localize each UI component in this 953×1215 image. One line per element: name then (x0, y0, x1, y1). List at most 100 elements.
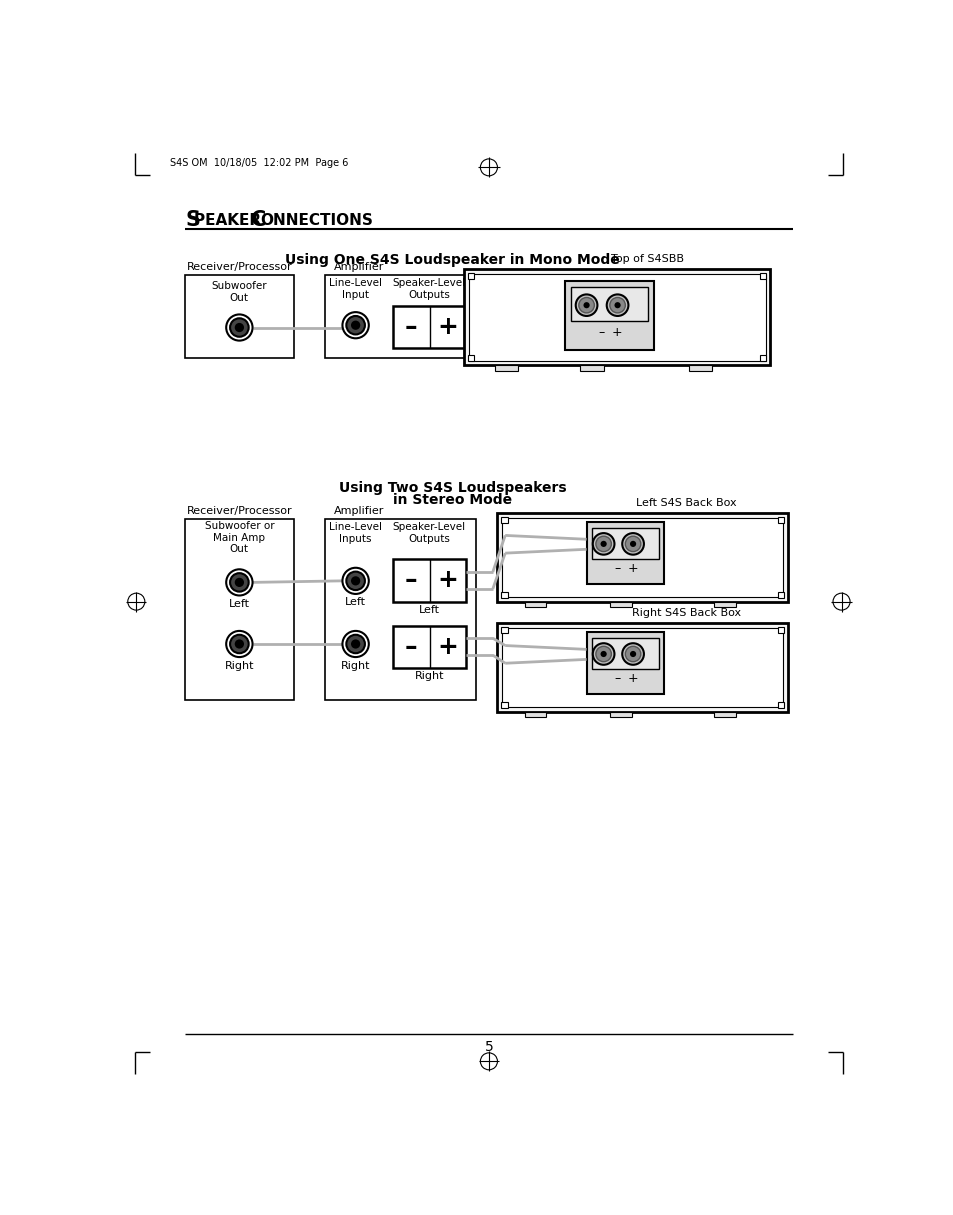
Bar (501, 518, 782, 597)
Bar (688, 366, 711, 372)
Circle shape (234, 639, 244, 649)
Text: –: – (404, 634, 417, 659)
Circle shape (480, 159, 497, 176)
Text: Amplifier: Amplifier (334, 505, 384, 516)
Text: Left: Left (229, 599, 250, 609)
Bar (185, 519, 294, 700)
Text: Left: Left (418, 605, 439, 615)
Circle shape (599, 541, 606, 547)
Text: Receiver/Processor: Receiver/Processor (187, 261, 292, 272)
Circle shape (624, 536, 640, 552)
Circle shape (609, 298, 624, 313)
Circle shape (234, 578, 244, 587)
Text: +: + (611, 327, 622, 339)
Circle shape (606, 294, 628, 316)
Text: –: – (598, 327, 604, 339)
Circle shape (480, 1053, 497, 1069)
Bar (586, 522, 663, 584)
Bar (393, 306, 466, 349)
Bar (393, 626, 466, 668)
Text: +: + (437, 315, 458, 339)
Bar (185, 275, 294, 358)
Circle shape (832, 593, 849, 610)
Text: +: + (627, 672, 638, 685)
Text: –: – (614, 563, 620, 575)
Text: +: + (437, 634, 458, 659)
Circle shape (596, 536, 611, 552)
Bar (500, 592, 507, 598)
Bar (468, 273, 474, 279)
Circle shape (230, 318, 249, 337)
Circle shape (226, 570, 253, 595)
Text: S4S OM  10/18/05  12:02 PM  Page 6: S4S OM 10/18/05 12:02 PM Page 6 (170, 158, 348, 168)
Text: Line-Level
Input: Line-Level Input (329, 278, 382, 300)
Circle shape (234, 323, 244, 332)
Circle shape (342, 631, 369, 657)
Circle shape (629, 541, 636, 547)
Bar (760, 273, 765, 279)
Bar (592, 527, 658, 559)
Bar (464, 269, 769, 366)
Text: in Stereo Mode: in Stereo Mode (393, 493, 512, 507)
Circle shape (583, 303, 589, 309)
Text: Receiver/Processor: Receiver/Processor (187, 505, 292, 516)
Circle shape (346, 571, 365, 590)
Text: PEAKER: PEAKER (194, 213, 267, 228)
Circle shape (351, 321, 360, 329)
Circle shape (575, 294, 597, 316)
Text: Left S4S Back Box: Left S4S Back Box (636, 498, 736, 508)
Circle shape (596, 646, 611, 662)
Text: 5: 5 (484, 1040, 493, 1053)
Text: +: + (627, 563, 638, 575)
Bar (495, 366, 517, 372)
Bar (714, 601, 736, 608)
Bar (500, 702, 507, 708)
Text: Using Two S4S Loudspeakers: Using Two S4S Loudspeakers (338, 481, 566, 496)
Bar (778, 516, 783, 524)
Text: +: + (437, 569, 458, 593)
Text: Speaker-Level
Outputs: Speaker-Level Outputs (393, 522, 465, 544)
Text: –: – (404, 315, 417, 339)
Circle shape (226, 315, 253, 340)
Bar (324, 519, 476, 700)
Circle shape (621, 643, 643, 665)
Bar (468, 273, 765, 361)
Bar (324, 275, 476, 358)
Circle shape (351, 576, 360, 586)
Text: Speaker-Level
Outputs: Speaker-Level Outputs (393, 278, 465, 300)
Bar (586, 633, 663, 694)
Circle shape (599, 651, 606, 657)
Circle shape (346, 316, 365, 334)
Text: C: C (251, 210, 266, 231)
Text: –: – (404, 569, 417, 593)
Circle shape (128, 593, 145, 610)
Circle shape (230, 634, 249, 654)
Bar (778, 592, 783, 598)
Text: Subwoofer
Out: Subwoofer Out (212, 282, 267, 303)
Bar (497, 623, 787, 712)
Bar (714, 712, 736, 717)
Text: Top of S4SBB: Top of S4SBB (611, 254, 683, 264)
Bar (501, 628, 782, 707)
Circle shape (629, 651, 636, 657)
Text: Using One S4S Loudspeaker in Mono Mode: Using One S4S Loudspeaker in Mono Mode (285, 253, 619, 267)
Circle shape (614, 303, 620, 309)
Text: –: – (614, 672, 620, 685)
Bar (393, 559, 466, 601)
Circle shape (342, 567, 369, 594)
Circle shape (592, 643, 614, 665)
Circle shape (624, 646, 640, 662)
Text: Right S4S Back Box: Right S4S Back Box (631, 609, 740, 618)
Bar (609, 601, 631, 608)
Bar (564, 281, 654, 350)
Text: Left: Left (345, 598, 366, 608)
Text: ONNECTIONS: ONNECTIONS (260, 213, 373, 228)
Text: Line-Level
Inputs: Line-Level Inputs (329, 522, 382, 544)
Bar (524, 601, 546, 608)
Bar (592, 638, 658, 668)
Bar (468, 355, 474, 361)
Bar (579, 366, 603, 372)
Text: S: S (185, 210, 200, 231)
Bar (571, 287, 647, 321)
Circle shape (351, 639, 360, 649)
